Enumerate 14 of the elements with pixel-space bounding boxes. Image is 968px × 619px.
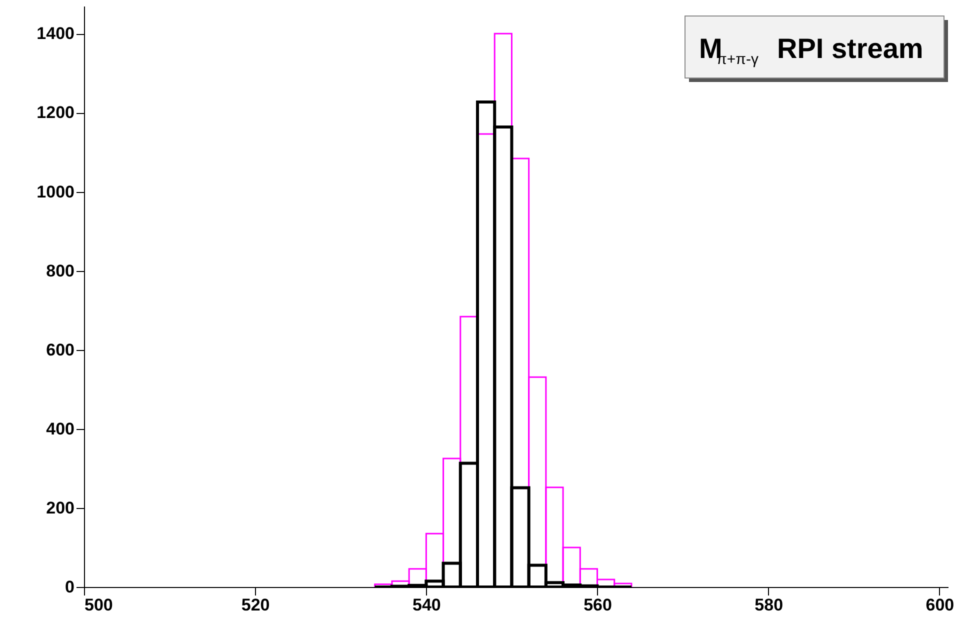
x-tick-label: 540 — [412, 596, 441, 614]
y-tick-label: 1400 — [36, 24, 74, 44]
x-tick-label: 600 — [926, 596, 954, 614]
x-tick-label: 560 — [584, 596, 612, 614]
y-tick-label: 600 — [46, 340, 74, 360]
y-tick-label: 1000 — [36, 182, 74, 202]
y-tick-label: 200 — [46, 498, 74, 518]
y-tick-label: 800 — [46, 261, 74, 280]
y-tick-label: 0 — [65, 578, 74, 596]
y-tick-label: 1200 — [36, 103, 74, 122]
x-tick-label: 500 — [84, 596, 113, 614]
x-tick-label: 520 — [241, 596, 270, 614]
x-tick-label: 580 — [754, 596, 784, 614]
y-tick-label: 400 — [46, 419, 74, 438]
